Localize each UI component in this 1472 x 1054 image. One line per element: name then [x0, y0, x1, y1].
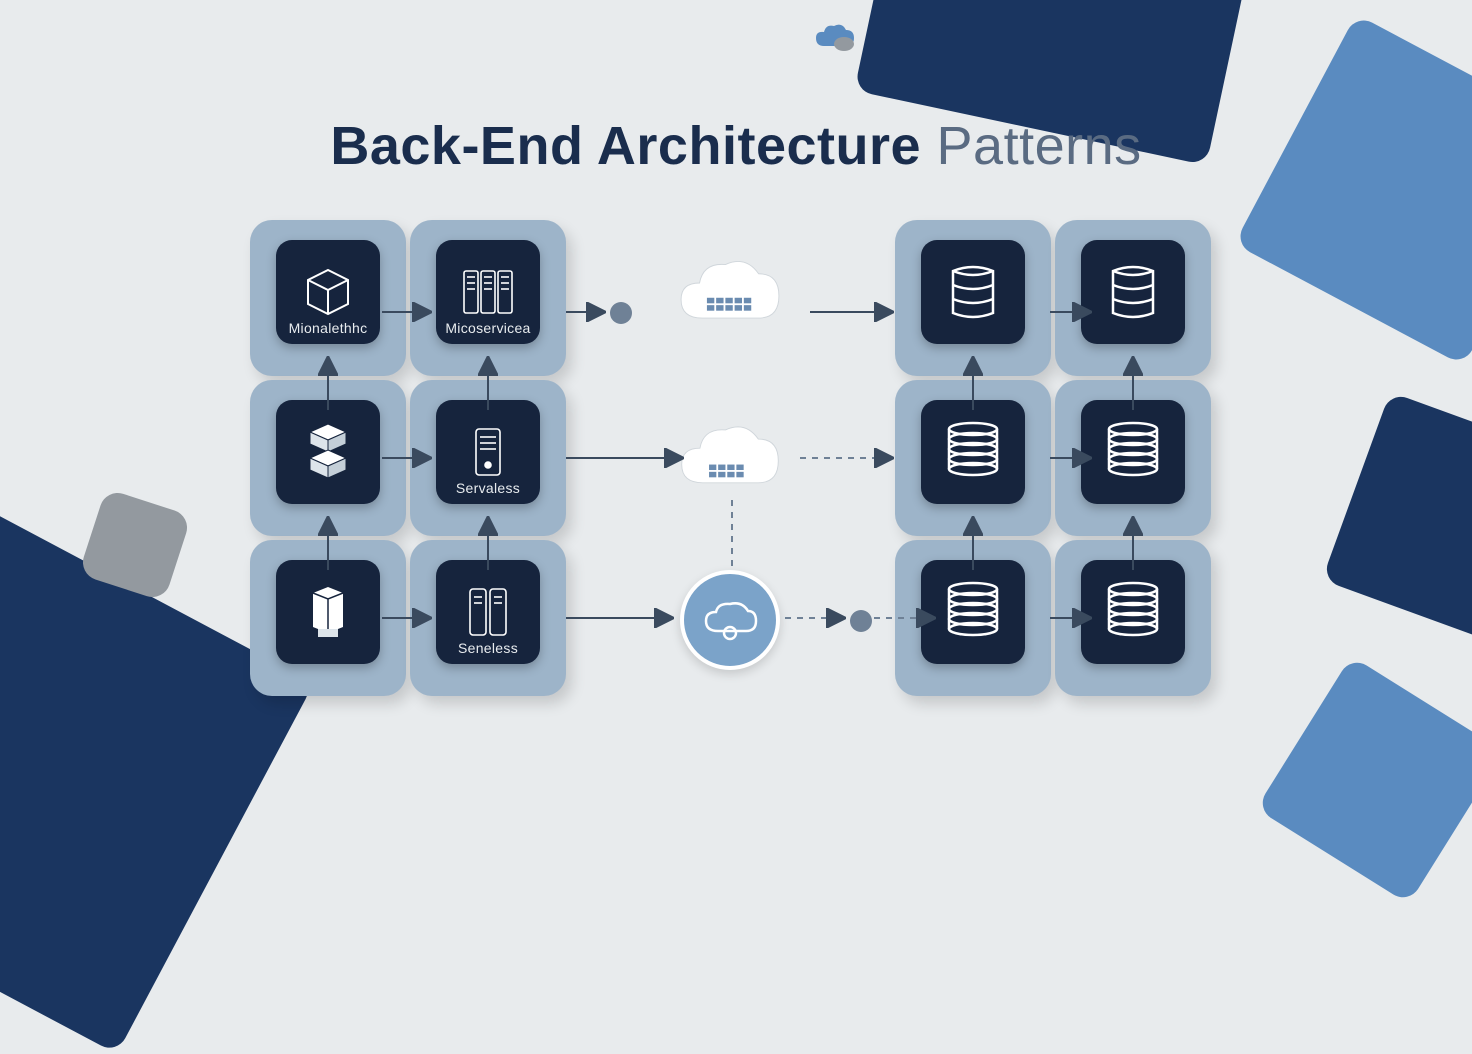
db-round-icon	[1102, 419, 1164, 485]
servers-icon	[458, 265, 518, 319]
cloud-grid-icon	[670, 250, 790, 340]
cloud-node-2	[680, 570, 780, 670]
card-box	[250, 540, 406, 696]
tile-label: Micoservicea	[436, 320, 540, 336]
tile-label: Seneless	[436, 640, 540, 656]
cloud-grid-icon	[670, 419, 790, 501]
cloud-node-1	[670, 415, 790, 505]
cloud-outline-icon	[700, 599, 760, 641]
tile-db	[1081, 240, 1185, 344]
card-monolithic: Mionalethhc	[250, 220, 406, 376]
connector-dot	[610, 302, 632, 324]
card-serverless-1: Servaless	[410, 380, 566, 536]
title-light: Patterns	[921, 116, 1142, 176]
tile-monolithic: Mionalethhc	[276, 240, 380, 344]
tile-microservices: Micoservicea	[436, 240, 540, 344]
cube-icon	[300, 264, 356, 320]
tile-serverless-1: Servaless	[436, 400, 540, 504]
tile-stack	[276, 400, 380, 504]
db-round-icon	[1102, 579, 1164, 645]
tile-serverless-2: Seneless	[436, 560, 540, 664]
tile-db	[921, 240, 1025, 344]
tile-db	[1081, 400, 1185, 504]
card-db-4	[895, 540, 1051, 696]
card-serverless-2: Seneless	[410, 540, 566, 696]
box-icon	[303, 581, 353, 643]
server-single-icon	[466, 585, 510, 639]
deco-shape	[1234, 14, 1472, 366]
deco-shape	[1322, 392, 1472, 648]
tile-label: Servaless	[436, 480, 540, 496]
tile-db	[1081, 560, 1185, 664]
card-db-0	[895, 220, 1051, 376]
db-round-icon	[942, 579, 1004, 645]
db-flat-icon	[943, 259, 1003, 325]
deco-shape	[1256, 656, 1472, 904]
deco-cloud-icon	[812, 22, 856, 57]
card-microservices: Micoservicea	[410, 220, 566, 376]
tile-db	[921, 560, 1025, 664]
db-round-icon	[942, 419, 1004, 485]
card-db-2	[895, 380, 1051, 536]
card-stack	[250, 380, 406, 536]
connector-dot	[850, 610, 872, 632]
page-title: Back-End Architecture Patterns	[0, 115, 1472, 177]
server-single-icon	[466, 425, 510, 479]
cloud-node-0	[670, 250, 790, 340]
tile-db	[921, 400, 1025, 504]
db-flat-icon	[1103, 259, 1163, 325]
card-db-1	[1055, 220, 1211, 376]
tile-box	[276, 560, 380, 664]
stack3d-icon	[300, 420, 356, 484]
title-bold: Back-End Architecture	[330, 116, 921, 176]
card-db-3	[1055, 380, 1211, 536]
card-db-5	[1055, 540, 1211, 696]
tile-label: Mionalethhc	[276, 320, 380, 336]
